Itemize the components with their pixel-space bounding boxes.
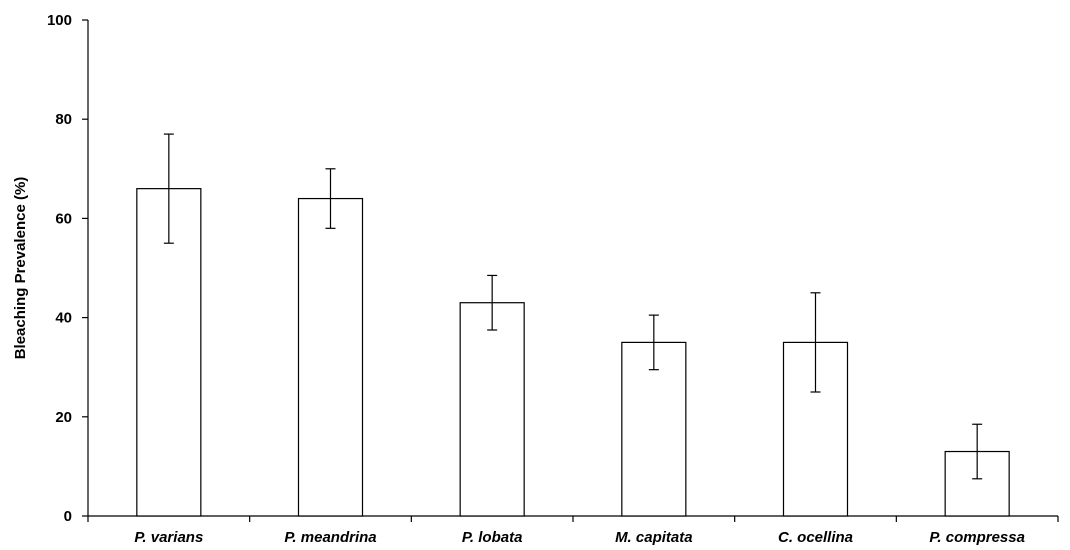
x-category-label: P. varians [134, 529, 203, 546]
y-tick-label: 0 [64, 508, 72, 525]
x-category-label: P. lobata [462, 529, 523, 546]
x-category-label: C. ocellina [778, 529, 853, 546]
plot-area: 0 20 40 60 80 100 P. varians P. meandrina P. lob… [47, 12, 1059, 546]
y-tick-label: 80 [55, 111, 72, 128]
bar [459, 302, 525, 517]
y-tick-label: 20 [55, 409, 72, 426]
bar [621, 341, 687, 517]
x-category-label: P. meandrina [284, 529, 376, 546]
y-tick-label: 60 [55, 210, 72, 227]
x-category-label: P. compressa [929, 529, 1025, 546]
bar [297, 197, 364, 517]
y-axis-title: Bleaching Prevalence (%) [12, 177, 29, 360]
y-tick-label: 100 [47, 12, 72, 29]
x-category-label: M. capitata [615, 529, 693, 546]
y-tick-label: 40 [55, 310, 72, 327]
